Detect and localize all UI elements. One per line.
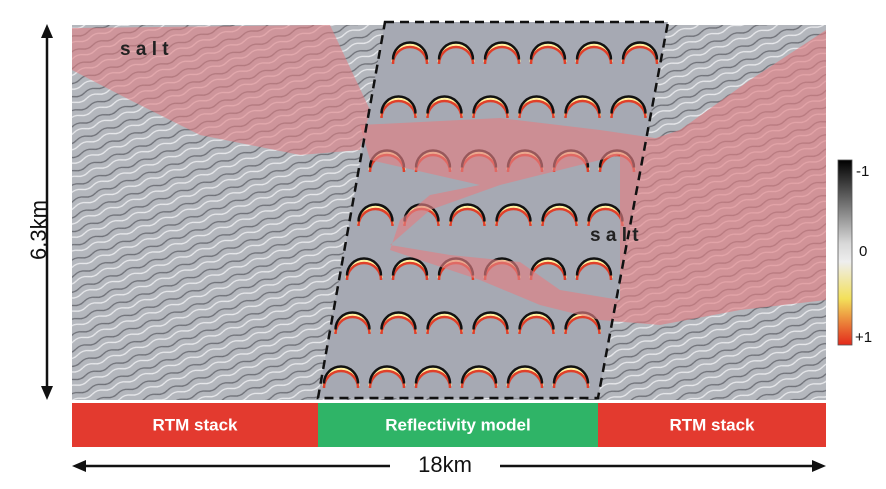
salt-label: s a l t [120, 39, 169, 60]
colorbar-label: -1 [856, 163, 869, 180]
colorbar-label: +1 [855, 329, 872, 346]
panel-label: Reflectivity model [385, 415, 531, 434]
colorbar-label: 0 [859, 243, 867, 260]
salt-label: s a l t [590, 225, 639, 246]
depth-label: 6.3km [26, 200, 51, 260]
panel-label: RTM stack [152, 415, 238, 434]
width-label: 18km [418, 452, 472, 477]
figure: s a l t s a l t RTM stack Reflectivity m… [0, 0, 886, 489]
colorbar [838, 160, 852, 345]
panel-label: RTM stack [669, 415, 755, 434]
